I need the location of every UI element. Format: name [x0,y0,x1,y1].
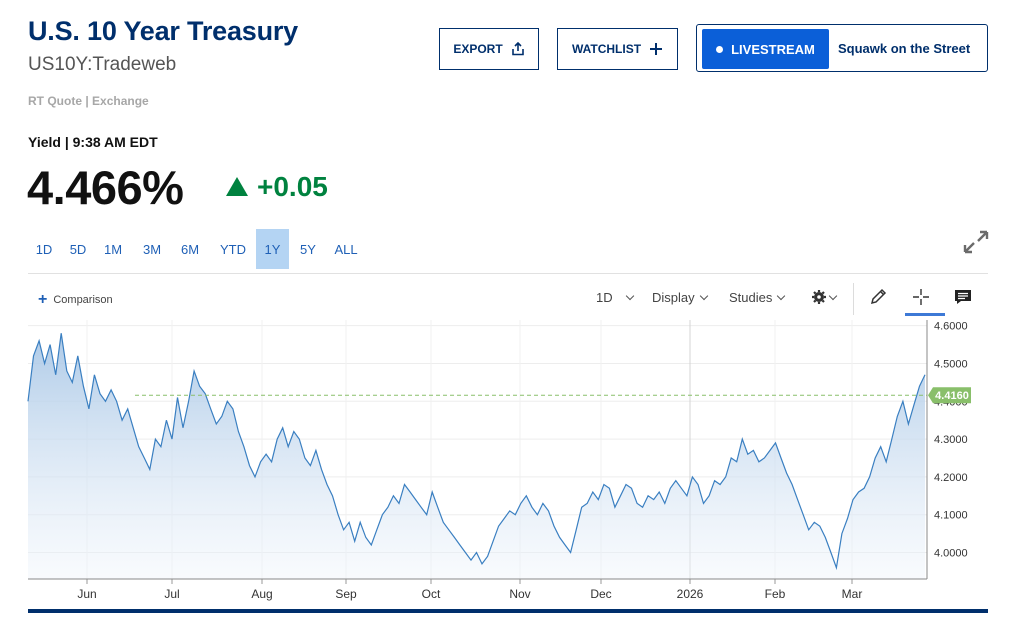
studies-label: Studies [729,290,773,305]
interval-dropdown[interactable]: 1D [596,290,634,305]
x-tick-label: Mar [842,587,863,601]
livestream-show-title[interactable]: Squawk on the Street [838,41,971,56]
y-tick-label: 4.5000 [934,358,968,370]
range-1m[interactable]: 1M [103,241,123,257]
y-tick-label: 4.0000 [934,548,968,560]
crosshair-tool-button[interactable] [904,283,938,311]
chevron-down-icon [625,291,634,301]
x-tick-label: Aug [251,587,272,601]
crosshair-icon [913,289,929,305]
display-dropdown[interactable]: Display [652,290,708,305]
symbol-label: US10Y:Tradeweb [28,54,177,75]
comparison-label: Comparison [53,294,113,306]
range-1d[interactable]: 1D [35,241,53,257]
comment-tool-button[interactable] [946,283,980,311]
watchlist-label: WATCHLIST [571,42,642,56]
divider [28,273,988,274]
watchlist-button[interactable]: WATCHLIST [557,28,678,70]
series-area [28,333,925,579]
pencil-icon [870,288,887,305]
plus-icon [650,43,663,55]
quote-source: RT Quote | Exchange [28,94,149,108]
comment-icon [955,290,971,304]
livestream-panel[interactable]: LIVESTREAM Squawk on the Street [696,24,988,72]
draw-tool-button[interactable] [861,283,895,311]
plus-icon: + [38,291,48,308]
y-tick-label: 4.2000 [934,472,968,484]
x-tick-label: Sep [335,587,357,601]
chevron-down-icon [777,291,786,301]
y-tick-label: 4.1000 [934,510,968,522]
active-tool-indicator [905,313,945,316]
chevron-down-icon [699,291,708,301]
toolbar-divider [853,283,854,315]
chevron-down-icon [828,291,837,300]
live-dot-icon [716,45,724,53]
interval-label: 1D [596,290,613,305]
range-ytd[interactable]: YTD [220,241,246,257]
series-line [27,333,926,571]
x-tick-label: Jun [77,587,96,601]
price-value: 4.466% [27,161,184,214]
yield-timestamp: Yield | 9:38 AM EDT [28,134,158,150]
export-button[interactable]: EXPORT [439,28,539,70]
price-chart[interactable]: 4.60004.50004.40004.30004.20004.10004.00… [0,315,1015,610]
settings-dropdown[interactable] [806,283,840,311]
range-all[interactable]: ALL [334,241,358,257]
x-tick-label: Jul [164,587,179,601]
range-6m[interactable]: 6M [180,241,200,257]
up-arrow-icon [226,177,248,196]
x-tick-label: Oct [422,587,441,601]
current-value-badge [928,387,971,404]
y-tick-label: 4.6000 [934,321,968,333]
gear-icon [811,290,826,304]
range-5d[interactable]: 5D [69,241,87,257]
page-title: U.S. 10 Year Treasury [28,16,298,46]
current-value-label: 4.4160 [935,390,969,402]
bottom-bar [28,609,988,613]
y-tick-label: 4.3000 [934,434,968,446]
range-3m[interactable]: 3M [142,241,162,257]
share-icon [511,42,524,56]
display-label: Display [652,290,695,305]
range-5y[interactable]: 5Y [300,241,316,257]
x-tick-label: Nov [509,587,530,601]
price-change: +0.05 [257,171,328,202]
range-1y[interactable]: 1Y [256,229,289,269]
x-tick-label: Feb [765,587,786,601]
x-tick-label: 2026 [677,587,704,601]
x-tick-label: Dec [590,587,611,601]
export-label: EXPORT [453,42,503,56]
expand-icon[interactable] [962,229,990,255]
comparison-button[interactable]: + Comparison [38,292,113,308]
livestream-label: LIVESTREAM [731,41,815,57]
livestream-button[interactable]: LIVESTREAM [702,29,829,69]
studies-dropdown[interactable]: Studies [729,290,786,305]
